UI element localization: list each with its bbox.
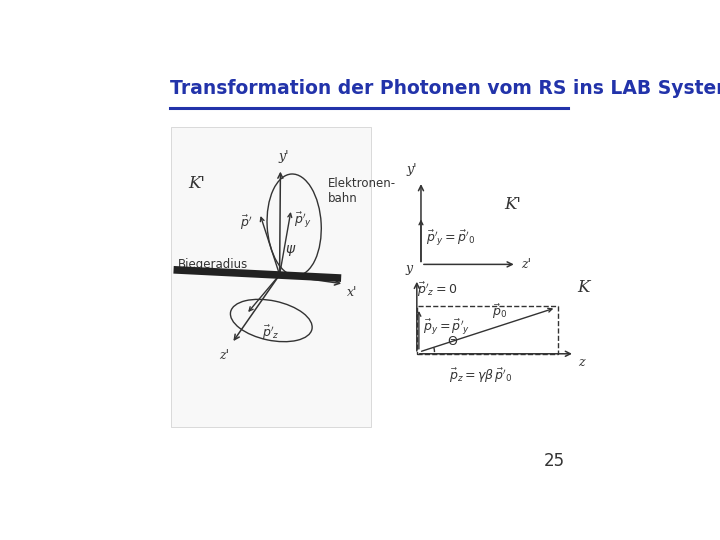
Text: $\vec{p}_y = \vec{p}'_y$: $\vec{p}_y = \vec{p}'_y$ <box>423 318 470 337</box>
Text: K': K' <box>504 196 521 213</box>
Text: $\vec{p}'_y$: $\vec{p}'_y$ <box>294 211 312 231</box>
Text: $\vec{p}'_y = \vec{p}'_0$: $\vec{p}'_y = \vec{p}'_0$ <box>426 229 476 248</box>
Text: $\vec{p}_0$: $\vec{p}_0$ <box>492 302 508 321</box>
Text: $\vec{p}'_z$: $\vec{p}'_z$ <box>262 324 280 342</box>
Text: $\vec{p}'_z = 0$: $\vec{p}'_z = 0$ <box>417 281 457 299</box>
Text: y': y' <box>406 163 417 176</box>
Text: K': K' <box>188 174 205 192</box>
Text: Transformation der Photonen vom RS ins LAB System: Transformation der Photonen vom RS ins L… <box>170 79 720 98</box>
Text: z': z' <box>521 258 531 271</box>
FancyBboxPatch shape <box>171 127 371 427</box>
Text: y': y' <box>279 150 289 163</box>
Text: z': z' <box>219 349 229 362</box>
Text: Biegeradius: Biegeradius <box>178 258 248 271</box>
Text: $\vec{p}'$: $\vec{p}'$ <box>240 214 253 232</box>
Text: x': x' <box>347 286 357 299</box>
Text: $\psi$: $\psi$ <box>284 243 296 258</box>
Text: z: z <box>578 356 585 369</box>
Text: Elektronen-
bahn: Elektronen- bahn <box>328 177 395 205</box>
Text: $\Theta$: $\Theta$ <box>446 335 458 348</box>
Text: $\vec{p}_z = \gamma\beta\,\vec{p}'_0$: $\vec{p}_z = \gamma\beta\,\vec{p}'_0$ <box>449 366 513 384</box>
Bar <box>417 306 558 354</box>
Text: 25: 25 <box>544 452 565 470</box>
Text: y: y <box>405 262 413 275</box>
Text: K: K <box>577 279 589 296</box>
